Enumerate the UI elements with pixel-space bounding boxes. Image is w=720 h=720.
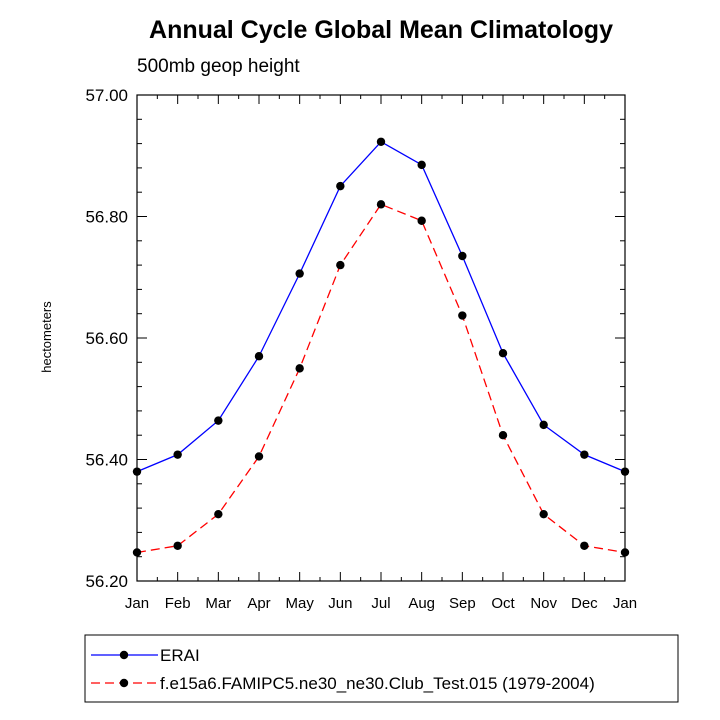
series-2-point	[214, 509, 223, 519]
series-2-point	[336, 260, 345, 270]
y-tick-label: 56.20	[85, 572, 128, 591]
legend-marker-1	[119, 650, 129, 660]
series-2-point	[620, 548, 630, 557]
x-tick-label: Jan	[613, 595, 637, 612]
legend-marker-2	[119, 678, 129, 688]
y-tick-label: 56.40	[85, 451, 128, 470]
series-1-point	[173, 450, 182, 459]
x-tick-label: Aug	[408, 595, 435, 612]
series-markers	[132, 137, 630, 557]
series-2-point	[254, 452, 264, 461]
axis-ticks	[136, 94, 626, 582]
x-tick-label: Dec	[571, 595, 598, 612]
series-2-point	[417, 216, 426, 225]
y-tick-label: 56.60	[85, 329, 128, 348]
x-tick-label: May	[285, 595, 314, 612]
series-line-2	[136, 203, 626, 554]
series-2-point	[295, 364, 304, 373]
x-tick-label: Oct	[491, 595, 515, 612]
series-1-point	[214, 416, 223, 425]
plot-frame	[136, 94, 626, 582]
series-1-point	[417, 160, 426, 170]
legend-label-1: ERAI	[160, 646, 200, 665]
x-tick-label: Jan	[125, 595, 149, 612]
series-1-point	[498, 348, 508, 358]
series-1-point	[376, 137, 386, 146]
x-tick-label: Jul	[371, 595, 390, 612]
legend-box	[84, 634, 679, 703]
x-tick-label: Jun	[328, 595, 352, 612]
series-1-point	[620, 467, 630, 476]
legend: ERAI f.e15a6.FAMIPC5.ne30_ne30.Club_Test.…	[91, 646, 595, 693]
x-tick-label: Sep	[449, 595, 476, 612]
series-1-point	[580, 450, 589, 459]
series-1-point	[539, 420, 548, 430]
series-1-point	[254, 352, 264, 361]
series-2-point	[173, 541, 182, 550]
series-1-point	[458, 251, 467, 261]
chart-title: Annual Cycle Global Mean Climatology	[149, 16, 613, 44]
series-2-point	[376, 200, 386, 209]
x-tick-label: Nov	[530, 595, 557, 612]
series-line-1	[136, 140, 626, 473]
chart-subtitle: 500mb geop height	[137, 56, 300, 77]
legend-label-2: f.e15a6.FAMIPC5.ne30_ne30.Club_Test.015 …	[160, 674, 595, 693]
series-2-point	[580, 541, 589, 550]
y-tick-label: 56.80	[85, 208, 128, 227]
tick-labels: Jan Feb Mar Apr May Jun Jul Aug Sep Oct Nov Dec Jan 5…	[85, 86, 637, 612]
x-tick-label: Apr	[247, 595, 270, 612]
x-tick-label: Feb	[165, 595, 191, 612]
series-2-point	[539, 509, 548, 519]
series-2-point	[458, 311, 467, 320]
series-2-point	[132, 548, 142, 557]
series-1-point	[132, 467, 142, 476]
y-axis-label: hectometers	[39, 301, 54, 373]
series-1-point	[295, 269, 304, 278]
y-tick-label: 57.00	[85, 86, 128, 105]
series-1-point	[336, 181, 345, 191]
x-tick-label: Mar	[205, 595, 231, 612]
series-2-point	[498, 431, 508, 440]
